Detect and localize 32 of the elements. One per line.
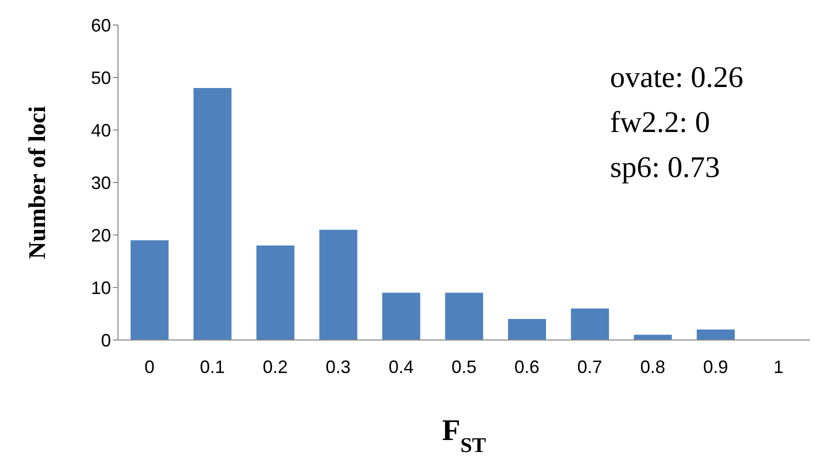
bar xyxy=(130,240,169,340)
x-tick-label: 0.6 xyxy=(514,356,540,377)
bar xyxy=(445,292,484,340)
x-tick-label: 0.1 xyxy=(200,356,225,377)
y-axis-title: Number of loci xyxy=(25,106,51,259)
bar xyxy=(382,292,420,340)
y-tick-label: 30 xyxy=(90,172,111,193)
y-tick-label: 50 xyxy=(90,68,111,88)
x-axis-title: F$_{ST}$ xyxy=(442,414,486,457)
x-tick-label: 0 xyxy=(144,356,154,377)
y-tick-label: 0 xyxy=(100,330,111,350)
bar xyxy=(696,330,735,340)
bar xyxy=(193,88,232,340)
x-tick-label: 0.9 xyxy=(703,356,728,377)
x-tick-label: 1 xyxy=(774,356,784,377)
bar xyxy=(570,308,609,340)
y-tick-label: 60 xyxy=(90,15,111,36)
x-tick-label: 0.8 xyxy=(640,356,666,377)
bar xyxy=(256,246,294,340)
bar xyxy=(319,230,358,340)
x-tick-label: 0.2 xyxy=(262,356,288,377)
annotation: fw2.2: 0 xyxy=(610,105,711,141)
y-tick-label: 40 xyxy=(90,120,111,140)
bar xyxy=(508,319,546,340)
x-tick-label: 0.4 xyxy=(388,356,414,377)
x-tick-label: 0.7 xyxy=(577,356,602,377)
y-tick-label: 10 xyxy=(90,278,111,298)
y-tick-label: 20 xyxy=(90,225,111,246)
x-tick-label: 0.5 xyxy=(451,356,477,377)
annotation: sp6: 0.73 xyxy=(610,150,722,186)
x-tick-label: 0.3 xyxy=(326,356,351,377)
annotation: ovate: 0.26 xyxy=(610,60,744,96)
